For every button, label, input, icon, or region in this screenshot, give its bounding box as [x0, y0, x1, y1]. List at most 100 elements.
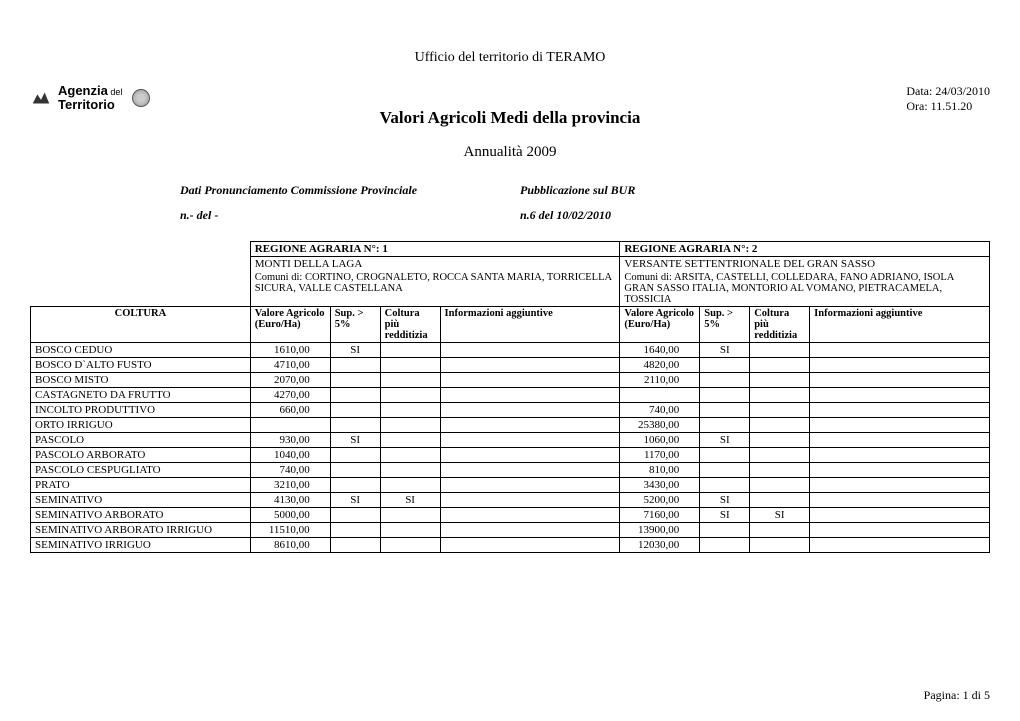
cell-i2 — [810, 463, 990, 478]
cell-r1 — [380, 433, 440, 448]
cell-v1: 1610,00 — [250, 343, 330, 358]
cell-i2 — [810, 478, 990, 493]
table-row: ORTO IRRIGUO 25380,00 — [31, 418, 990, 433]
cell-v2: 25380,00 — [620, 418, 700, 433]
date-label: Data: — [906, 84, 932, 98]
cell-i2 — [810, 373, 990, 388]
cell-v1: 11510,00 — [250, 523, 330, 538]
cell-r2 — [750, 523, 810, 538]
cell-i2 — [810, 358, 990, 373]
cell-r2 — [750, 343, 810, 358]
cell-s1 — [330, 448, 380, 463]
cell-i1 — [440, 373, 620, 388]
cell-v1: 4270,00 — [250, 388, 330, 403]
meta-bur-value: n.6 del 10/02/2010 — [520, 208, 860, 223]
cell-s1 — [330, 403, 380, 418]
cell-i1 — [440, 478, 620, 493]
logo-icon — [30, 87, 52, 109]
cell-s1: SI — [330, 433, 380, 448]
cell-r1 — [380, 418, 440, 433]
col-redd1: Coltura più redditizia — [380, 307, 440, 343]
cell-r2 — [750, 388, 810, 403]
cell-coltura: SEMINATIVO ARBORATO — [31, 508, 251, 523]
cell-s1 — [330, 538, 380, 553]
cell-v2: 1640,00 — [620, 343, 700, 358]
table-row: SEMINATIVO4130,00SISI5200,00SI — [31, 493, 990, 508]
cell-r1 — [380, 508, 440, 523]
cell-i2 — [810, 523, 990, 538]
cell-r2 — [750, 463, 810, 478]
cell-i2 — [810, 418, 990, 433]
cell-coltura: INCOLTO PRODUTTIVO — [31, 403, 251, 418]
cell-r2: SI — [750, 508, 810, 523]
cell-coltura: SEMINATIVO ARBORATO IRRIGUO — [31, 523, 251, 538]
cell-i1 — [440, 403, 620, 418]
cell-r2 — [750, 418, 810, 433]
cell-v1: 660,00 — [250, 403, 330, 418]
cell-coltura: ORTO IRRIGUO — [31, 418, 251, 433]
cell-s1 — [330, 388, 380, 403]
cell-r1: SI — [380, 493, 440, 508]
table-row: BOSCO CEDUO1610,00SI1640,00SI — [31, 343, 990, 358]
main-title: Valori Agricoli Medi della provincia — [30, 108, 990, 128]
cell-i1 — [440, 433, 620, 448]
col-sup1: Sup. > 5% — [330, 307, 380, 343]
cell-v1: 3210,00 — [250, 478, 330, 493]
cell-coltura: BOSCO D`ALTO FUSTO — [31, 358, 251, 373]
cell-r2 — [750, 358, 810, 373]
table-row: INCOLTO PRODUTTIVO660,00740,00 — [31, 403, 990, 418]
cell-v1: 4710,00 — [250, 358, 330, 373]
cell-s2: SI — [700, 493, 750, 508]
cell-r2 — [750, 403, 810, 418]
cell-coltura: SEMINATIVO IRRIGUO — [31, 538, 251, 553]
table-row: SEMINATIVO ARBORATO IRRIGUO11510,00 13900… — [31, 523, 990, 538]
col-info1: Informazioni aggiuntive — [440, 307, 620, 343]
time-label: Ora: — [906, 99, 927, 113]
cell-v1: 4130,00 — [250, 493, 330, 508]
cell-v2: 13900,00 — [620, 523, 700, 538]
cell-v2: 810,00 — [620, 463, 700, 478]
cell-s1 — [330, 358, 380, 373]
cell-v1: 930,00 — [250, 433, 330, 448]
cell-r2 — [750, 448, 810, 463]
meta-commission-value: n.- del - — [180, 208, 520, 223]
cell-r1 — [380, 358, 440, 373]
page-footer: Pagina: 1 di 5 — [924, 688, 990, 703]
office-title: Ufficio del territorio di TERAMO — [30, 50, 990, 66]
cell-i2 — [810, 433, 990, 448]
cell-r1 — [380, 538, 440, 553]
cell-r1 — [380, 448, 440, 463]
cell-i2 — [810, 508, 990, 523]
meta-bur-label: Pubblicazione sul BUR — [520, 183, 860, 198]
emblem-icon — [132, 89, 150, 107]
cell-i1 — [440, 388, 620, 403]
cell-coltura: BOSCO MISTO — [31, 373, 251, 388]
table-row: PASCOLO930,00SI1060,00SI — [31, 433, 990, 448]
cell-s1 — [330, 463, 380, 478]
cell-i2 — [810, 343, 990, 358]
cell-coltura: BOSCO CEDUO — [31, 343, 251, 358]
cell-v2: 1060,00 — [620, 433, 700, 448]
agency-logo: Agenzia del Territorio — [30, 84, 150, 111]
cell-r2 — [750, 538, 810, 553]
table-row: BOSCO MISTO2070,002110,00 — [31, 373, 990, 388]
region2-comuni: Comuni di: ARSITA, CASTELLI, COLLEDARA, … — [620, 271, 990, 307]
cell-s2 — [700, 373, 750, 388]
cell-r1 — [380, 523, 440, 538]
table-row: CASTAGNETO DA FRUTTO4270,00 — [31, 388, 990, 403]
cell-s2: SI — [700, 343, 750, 358]
cell-v1: 2070,00 — [250, 373, 330, 388]
cell-s2 — [700, 403, 750, 418]
cell-i2 — [810, 403, 990, 418]
table-row: PASCOLO ARBORATO1040,001170,00 — [31, 448, 990, 463]
region1-name: MONTI DELLA LAGA — [250, 257, 620, 272]
date-block: Data: 24/03/2010 Ora: 11.51.20 — [906, 84, 990, 114]
col-redd2: Coltura più redditizia — [750, 307, 810, 343]
cell-r1 — [380, 373, 440, 388]
col-valore2: Valore Agricolo (Euro/Ha) — [620, 307, 700, 343]
col-info2: Informazioni aggiuntive — [810, 307, 990, 343]
cell-v2: 12030,00 — [620, 538, 700, 553]
cell-s1: SI — [330, 343, 380, 358]
cell-i1 — [440, 343, 620, 358]
cell-v1: 1040,00 — [250, 448, 330, 463]
